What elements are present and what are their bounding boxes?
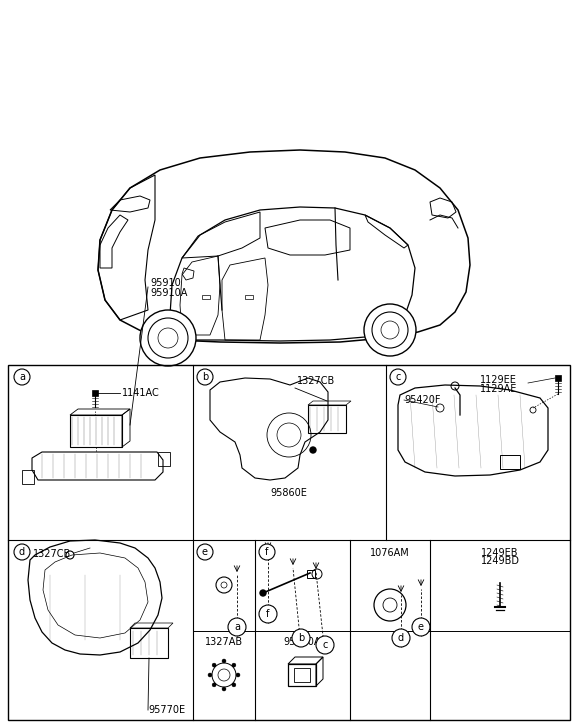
Circle shape <box>310 447 316 453</box>
Circle shape <box>259 605 277 623</box>
Bar <box>158 452 170 466</box>
Text: e: e <box>418 622 424 632</box>
Text: b: b <box>202 372 208 382</box>
Text: 1076AM: 1076AM <box>370 548 410 558</box>
Bar <box>500 455 520 469</box>
Bar <box>307 570 315 578</box>
Bar <box>555 375 561 381</box>
Text: 1249EB: 1249EB <box>481 548 518 558</box>
Text: 95860E: 95860E <box>271 488 307 498</box>
Text: 1129AE: 1129AE <box>480 384 517 394</box>
Circle shape <box>316 636 334 654</box>
Circle shape <box>232 663 236 667</box>
Text: 1129EE: 1129EE <box>480 375 517 385</box>
Text: 1141AC: 1141AC <box>122 388 160 398</box>
Text: 1327CB: 1327CB <box>33 549 71 559</box>
Text: c: c <box>395 372 401 382</box>
Circle shape <box>364 304 416 356</box>
Text: 95420F: 95420F <box>404 395 440 405</box>
Circle shape <box>228 618 246 636</box>
Bar <box>70 415 122 447</box>
Text: b: b <box>298 633 304 643</box>
Circle shape <box>222 659 226 663</box>
Text: 95910: 95910 <box>150 278 181 288</box>
Text: c: c <box>323 640 328 650</box>
Text: 95850A: 95850A <box>283 637 321 647</box>
Text: 1327CB: 1327CB <box>297 376 335 386</box>
Circle shape <box>392 629 410 647</box>
Circle shape <box>197 369 213 385</box>
Circle shape <box>292 629 310 647</box>
Text: e: e <box>202 547 208 557</box>
Text: 1249BD: 1249BD <box>480 556 520 566</box>
Text: f: f <box>266 609 270 619</box>
Circle shape <box>14 544 30 560</box>
Bar <box>202 295 210 299</box>
Text: f: f <box>265 547 269 557</box>
Circle shape <box>259 544 275 560</box>
Circle shape <box>208 673 212 677</box>
Bar <box>8 365 570 720</box>
Bar <box>294 668 310 682</box>
Circle shape <box>412 618 430 636</box>
Bar <box>245 295 253 299</box>
Text: a: a <box>234 622 240 632</box>
Text: d: d <box>398 633 404 643</box>
Text: 1327AB: 1327AB <box>205 637 243 647</box>
Bar <box>308 405 346 433</box>
Bar <box>130 628 168 658</box>
Bar <box>22 470 34 484</box>
Circle shape <box>212 663 216 667</box>
Circle shape <box>140 310 196 366</box>
Circle shape <box>390 369 406 385</box>
Circle shape <box>232 683 236 687</box>
Bar <box>92 390 98 396</box>
Circle shape <box>197 544 213 560</box>
Circle shape <box>236 673 240 677</box>
Circle shape <box>260 590 266 596</box>
Circle shape <box>14 369 30 385</box>
Text: 95910A: 95910A <box>150 288 187 298</box>
Text: d: d <box>19 547 25 557</box>
Circle shape <box>212 683 216 687</box>
Bar <box>288 664 316 686</box>
Circle shape <box>222 687 226 691</box>
Text: a: a <box>19 372 25 382</box>
Text: 95770E: 95770E <box>148 705 185 715</box>
